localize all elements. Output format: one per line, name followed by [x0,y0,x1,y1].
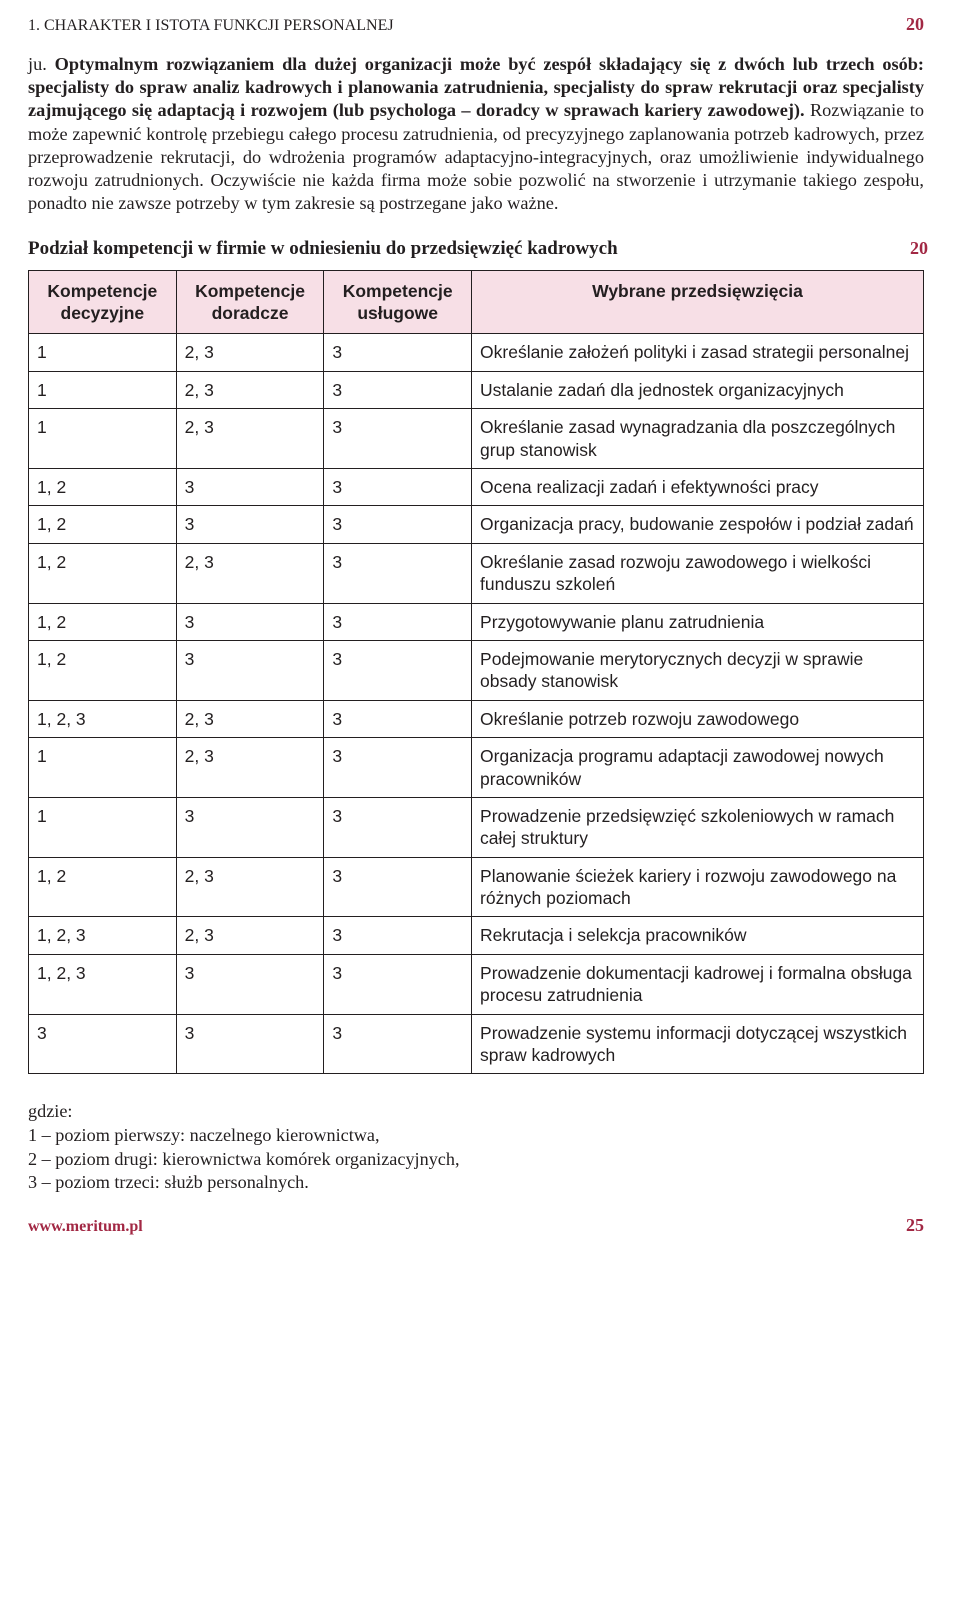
table-cell: 3 [324,640,472,700]
body-bold: Optymalnym rozwiązaniem dla dużej organi… [28,54,924,120]
col-header: Kompetencje decyzyjne [29,270,177,334]
table-cell: Planowanie ścieżek kariery i rozwoju zaw… [472,857,924,917]
table-cell: Określanie założeń polityki i zasad stra… [472,334,924,371]
table-row: 12, 33Określanie zasad wynagradzania dla… [29,409,924,469]
table-cell: Organizacja programu adaptacji zawodowej… [472,738,924,798]
table-cell: 3 [324,857,472,917]
table-cell: 2, 3 [176,334,324,371]
table-cell: 3 [29,1014,177,1074]
table-cell: 2, 3 [176,917,324,954]
table-cell: 3 [176,640,324,700]
table-row: 1, 233Przygotowywanie planu zatrudnienia [29,603,924,640]
table-row: 1, 233Podejmowanie merytorycznych decyzj… [29,640,924,700]
table-cell: 1, 2 [29,468,177,505]
margin-num: 20 [910,238,928,259]
table-row: 1, 2, 333Prowadzenie dokumentacji kadrow… [29,954,924,1014]
body-frag: ju. [28,54,55,74]
table-cell: 3 [324,468,472,505]
table-cell: 1 [29,409,177,469]
legend-line: 1 – poziom pierwszy: naczelnego kierowni… [28,1124,924,1148]
table-cell: Prowadzenie przedsięwzięć szkoleniowych … [472,797,924,857]
footer-page: 25 [906,1215,924,1236]
table-cell: 1, 2 [29,543,177,603]
table-row: 133Prowadzenie przedsięwzięć szkoleniowy… [29,797,924,857]
table-cell: 1, 2, 3 [29,917,177,954]
col-header: Wybrane przedsięwzięcia [472,270,924,334]
section-num: 20 [906,14,924,35]
table-cell: 3 [324,954,472,1014]
table-cell: 3 [324,700,472,737]
table-cell: 3 [324,917,472,954]
table-cell: 2, 3 [176,409,324,469]
table-cell: Rekrutacja i selekcja pracowników [472,917,924,954]
table-row: 333Prowadzenie systemu informacji dotycz… [29,1014,924,1074]
table-cell: 2, 3 [176,700,324,737]
table-cell: 2, 3 [176,738,324,798]
table-cell: 3 [176,603,324,640]
table-cell: 1, 2, 3 [29,700,177,737]
table-cell: Prowadzenie dokumentacji kadrowej i form… [472,954,924,1014]
table-cell: Ustalanie zadań dla jednostek organizacy… [472,371,924,408]
table-cell: 3 [324,543,472,603]
table-cell: 1, 2 [29,640,177,700]
table-cell: 1 [29,738,177,798]
section-title: 1. CHARAKTER I ISTOTA FUNKCJI PERSONALNE… [28,17,394,35]
table-row: 1, 233Organizacja pracy, budowanie zespo… [29,506,924,543]
table-cell: 3 [324,603,472,640]
col-header: Kompetencje usługowe [324,270,472,334]
page-footer: www.meritum.pl 25 [28,1215,924,1236]
table-row: 1, 233Ocena realizacji zadań i efektywno… [29,468,924,505]
table-row: 12, 33Ustalanie zadań dla jednostek orga… [29,371,924,408]
table-cell: 3 [324,409,472,469]
table-cell: 1, 2 [29,506,177,543]
table-cell: Określanie potrzeb rozwoju zawodowego [472,700,924,737]
table-cell: 3 [176,506,324,543]
table-row: 1, 2, 32, 33Rekrutacja i selekcja pracow… [29,917,924,954]
col-header: Kompetencje doradcze [176,270,324,334]
table-cell: 2, 3 [176,857,324,917]
table-row: 12, 33Organizacja programu adaptacji zaw… [29,738,924,798]
table-cell: Przygotowywanie planu zatrudnienia [472,603,924,640]
table-cell: 3 [324,506,472,543]
footer-url: www.meritum.pl [28,1218,143,1236]
table-cell: Określanie zasad rozwoju zawodowego i wi… [472,543,924,603]
table-cell: Określanie zasad wynagradzania dla poszc… [472,409,924,469]
table-cell: 3 [324,738,472,798]
table-title: Podział kompetencji w firmie w odniesien… [28,238,618,260]
table-cell: 3 [324,371,472,408]
table-cell: 3 [176,797,324,857]
page-header: 1. CHARAKTER I ISTOTA FUNKCJI PERSONALNE… [28,14,924,35]
legend-line: 3 – poziom trzeci: służb personalnych. [28,1171,924,1195]
table-cell: 3 [324,797,472,857]
table-cell: 1, 2, 3 [29,954,177,1014]
table-cell: 3 [176,1014,324,1074]
table-cell: Ocena realizacji zadań i efektywności pr… [472,468,924,505]
table-cell: 3 [176,468,324,505]
table-row: 1, 22, 33Określanie zasad rozwoju zawodo… [29,543,924,603]
table-cell: 1 [29,797,177,857]
legend-line: 2 – poziom drugi: kierownictwa komórek o… [28,1148,924,1172]
table-cell: 1 [29,371,177,408]
table-cell: 1, 2 [29,603,177,640]
body-paragraph: ju. Optymalnym rozwiązaniem dla dużej or… [28,53,924,216]
table-cell: 3 [176,954,324,1014]
table-cell: Podejmowanie merytorycznych decyzji w sp… [472,640,924,700]
competence-table: Kompetencje decyzyjne Kompetencje doradc… [28,270,924,1075]
legend: gdzie: 1 – poziom pierwszy: naczelnego k… [28,1100,924,1195]
legend-intro: gdzie: [28,1100,924,1124]
table-cell: 2, 3 [176,371,324,408]
table-row: 12, 33Określanie założeń polityki i zasa… [29,334,924,371]
table-cell: 2, 3 [176,543,324,603]
table-cell: 1, 2 [29,857,177,917]
table-cell: 3 [324,334,472,371]
table-cell: 3 [324,1014,472,1074]
table-cell: Prowadzenie systemu informacji dotyczące… [472,1014,924,1074]
table-row: 1, 2, 32, 33Określanie potrzeb rozwoju z… [29,700,924,737]
table-row: 1, 22, 33Planowanie ścieżek kariery i ro… [29,857,924,917]
table-cell: Organizacja pracy, budowanie zespołów i … [472,506,924,543]
table-cell: 1 [29,334,177,371]
